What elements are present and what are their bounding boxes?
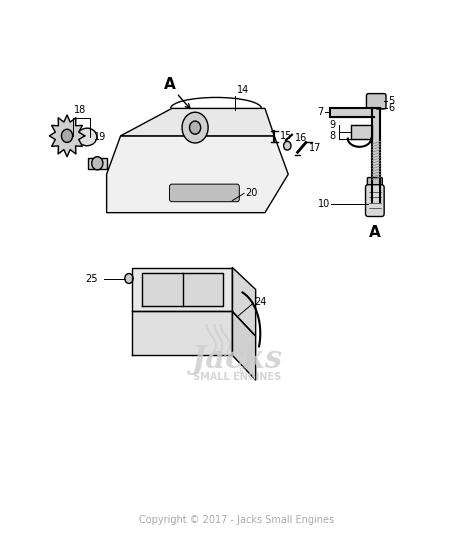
FancyBboxPatch shape	[366, 94, 386, 109]
Text: 5: 5	[388, 96, 394, 106]
Circle shape	[91, 157, 103, 170]
Text: Copyright © 2017 - Jacks Small Engines: Copyright © 2017 - Jacks Small Engines	[139, 515, 335, 525]
FancyBboxPatch shape	[365, 185, 384, 217]
Text: 17: 17	[309, 143, 321, 153]
Text: 20: 20	[246, 188, 258, 198]
Text: 18: 18	[73, 105, 86, 115]
Circle shape	[182, 113, 208, 143]
Text: SMALL ENGINES: SMALL ENGINES	[193, 372, 281, 382]
Text: 9: 9	[329, 120, 336, 130]
Polygon shape	[88, 158, 107, 169]
Polygon shape	[132, 267, 232, 311]
Text: 6: 6	[388, 104, 394, 114]
Circle shape	[62, 129, 73, 143]
Text: 7: 7	[317, 108, 323, 118]
Text: 25: 25	[85, 273, 97, 284]
Ellipse shape	[77, 128, 97, 146]
Circle shape	[283, 141, 291, 150]
Text: Jacks: Jacks	[191, 344, 283, 375]
Polygon shape	[351, 125, 372, 139]
Circle shape	[125, 273, 133, 284]
Polygon shape	[132, 311, 232, 355]
Text: 10: 10	[318, 199, 330, 209]
Polygon shape	[372, 109, 381, 202]
Polygon shape	[49, 115, 85, 157]
Text: 16: 16	[295, 133, 307, 143]
FancyBboxPatch shape	[367, 178, 383, 187]
Polygon shape	[232, 267, 255, 336]
Text: A: A	[369, 224, 381, 240]
Polygon shape	[142, 273, 223, 306]
Text: ®: ®	[236, 366, 246, 375]
Circle shape	[190, 121, 201, 134]
Polygon shape	[232, 311, 255, 380]
Text: 24: 24	[254, 296, 266, 306]
Text: 15: 15	[280, 131, 292, 141]
Text: 19: 19	[94, 132, 106, 142]
Polygon shape	[330, 109, 375, 116]
Polygon shape	[120, 109, 274, 136]
FancyBboxPatch shape	[170, 184, 239, 202]
Polygon shape	[107, 136, 288, 213]
Text: A: A	[164, 77, 175, 92]
Text: 8: 8	[329, 131, 336, 141]
Text: 14: 14	[237, 85, 249, 95]
